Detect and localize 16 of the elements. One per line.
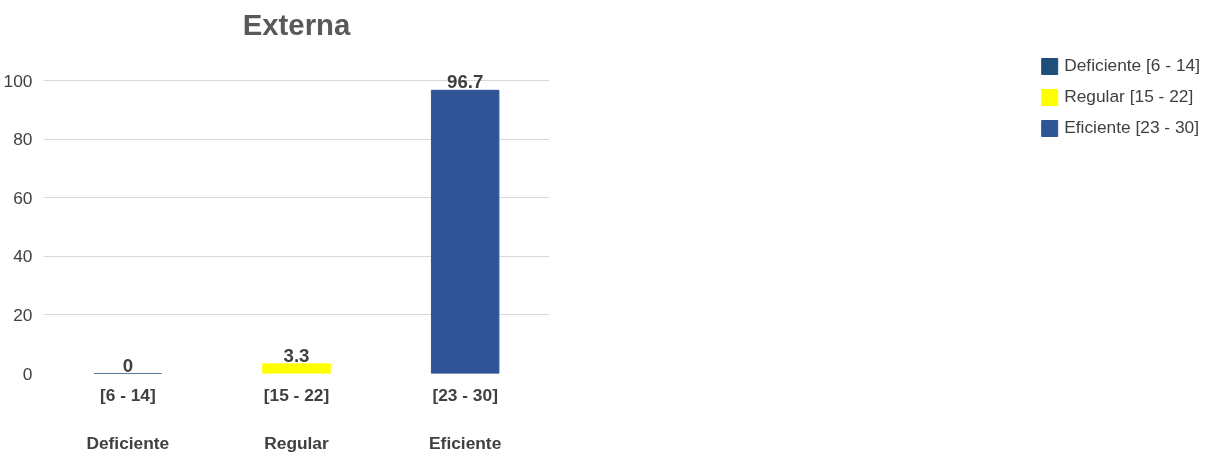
y-tick-label: 80	[13, 129, 33, 150]
y-tick-label: 0	[22, 363, 33, 384]
y-tick-label: 60	[13, 187, 33, 208]
data-label: 96.7	[447, 71, 484, 93]
legend-label: Regular [15 - 22]	[1064, 86, 1194, 107]
y-tick-label: 20	[13, 304, 33, 325]
category-label: [6 - 14] Deficiente	[86, 384, 170, 453]
legend-label: Deficiente [6 - 14]	[1064, 55, 1200, 76]
chart-title: Externa	[242, 7, 351, 41]
y-tick-label: 100	[3, 70, 33, 91]
category-label: [15 - 22] Regular	[263, 384, 330, 453]
y-tick-label: 40	[13, 246, 33, 267]
data-label: 0	[122, 354, 134, 376]
data-label: 3.3	[283, 344, 310, 366]
category-label: [23 - 30] Eficiente	[429, 384, 502, 453]
legend-label: Eficiente [23 - 30]	[1064, 117, 1200, 138]
